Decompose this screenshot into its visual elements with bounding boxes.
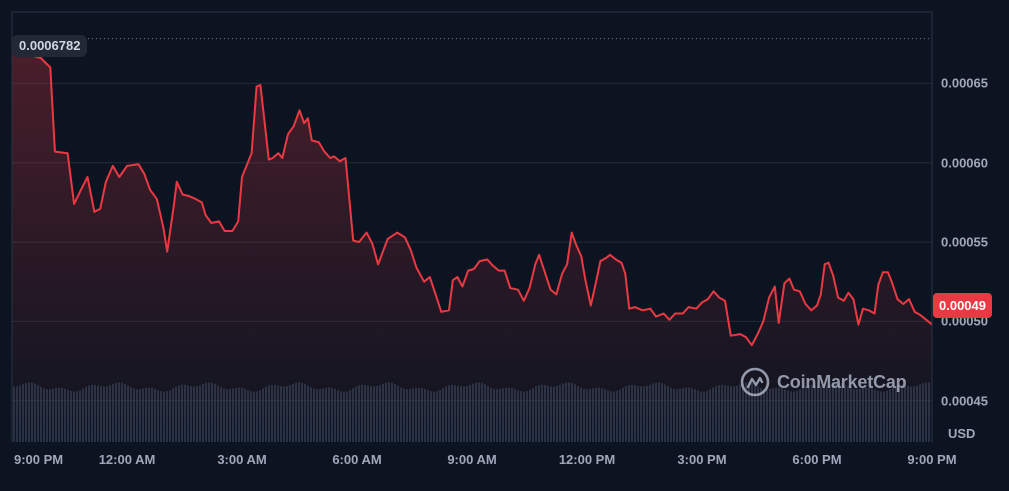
x-tick-label: 6:00 PM [792,452,842,467]
y-tick-label: 0.00065 [941,75,988,91]
x-tick-label: 9:00 PM [907,452,957,467]
coinmarketcap-logo-icon [740,367,770,397]
y-tick-label: 0.00045 [941,393,988,409]
x-tick-label: 3:00 AM [217,452,267,467]
last-price-badge: 0.00049 [933,293,992,318]
x-tick-label: 12:00 PM [558,452,616,467]
x-tick-label: 3:00 PM [677,452,727,467]
coinmarketcap-watermark: CoinMarketCap [739,366,907,398]
watermark-text: CoinMarketCap [777,371,907,392]
price-area-fill [12,38,932,442]
x-tick-label: 9:00 PM [14,452,64,467]
x-tick-label: 6:00 AM [332,452,382,467]
currency-unit-label: USD [948,426,976,441]
x-tick-label: 12:00 AM [98,452,156,467]
y-tick-label: 0.00055 [941,234,988,250]
x-tick-label: 9:00 AM [447,452,497,467]
max-price-badge: 0.0006782 [12,35,88,57]
y-tick-label: 0.00060 [941,155,988,171]
price-line [11,37,933,347]
